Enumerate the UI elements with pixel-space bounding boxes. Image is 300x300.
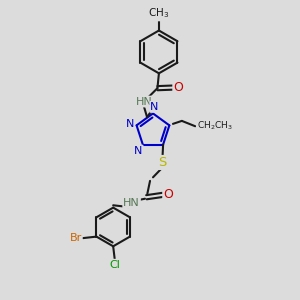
Text: N: N <box>150 102 159 112</box>
Text: N: N <box>134 146 142 156</box>
Text: Br: Br <box>70 233 82 243</box>
Text: HN: HN <box>123 198 140 208</box>
Text: HN: HN <box>136 97 152 106</box>
Text: S: S <box>158 156 167 169</box>
Text: O: O <box>173 81 183 94</box>
Text: N: N <box>126 119 134 129</box>
Text: CH$_3$: CH$_3$ <box>148 7 169 20</box>
Text: Cl: Cl <box>109 260 120 270</box>
Text: O: O <box>163 188 173 201</box>
Text: CH$_2$CH$_3$: CH$_2$CH$_3$ <box>197 120 233 133</box>
